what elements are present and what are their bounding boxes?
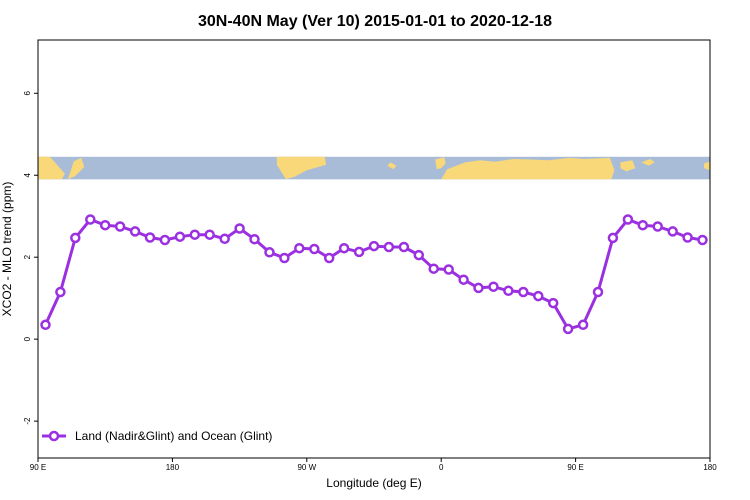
map-landmass-2 bbox=[276, 156, 327, 180]
plot-area-frame bbox=[37, 39, 711, 459]
data-point-13 bbox=[234, 223, 245, 234]
data-point-11 bbox=[204, 229, 215, 240]
data-point-39 bbox=[622, 214, 634, 225]
x-tick-label-4: 90 E bbox=[567, 463, 583, 472]
y-axis-label: XCO2 - MLO trend (ppm) bbox=[0, 182, 14, 317]
x-tick-label-2: 90 W bbox=[297, 463, 316, 472]
data-point-24 bbox=[398, 241, 410, 253]
data-point-5 bbox=[114, 221, 126, 232]
legend-label: Land (Nadir&Glint) and Ocean (Glint) bbox=[75, 429, 272, 443]
data-point-37 bbox=[592, 286, 604, 298]
data-point-40 bbox=[637, 219, 649, 231]
data-point-29 bbox=[473, 282, 484, 294]
x-tick-label-3: 0 bbox=[439, 463, 444, 472]
x-tick-label-5: 180 bbox=[703, 463, 717, 472]
data-point-22 bbox=[368, 240, 380, 252]
data-point-9 bbox=[174, 231, 186, 242]
x-tick-label-1: 180 bbox=[166, 463, 180, 472]
data-point-27 bbox=[443, 264, 454, 275]
map-landmass-1 bbox=[67, 157, 85, 180]
map-landmass-5 bbox=[441, 157, 615, 180]
y-tick-label-1: 0 bbox=[23, 336, 32, 341]
x-tick-label-0: 90 E bbox=[30, 463, 46, 472]
data-point-35 bbox=[562, 323, 574, 335]
data-point-1 bbox=[55, 286, 66, 298]
series-layer bbox=[40, 214, 708, 335]
data-point-20 bbox=[338, 242, 350, 254]
map-landmass-8 bbox=[704, 161, 710, 171]
data-point-12 bbox=[219, 233, 230, 245]
data-point-17 bbox=[294, 242, 305, 254]
y-tick-label-4: 6 bbox=[23, 91, 32, 96]
x-axis-label: Longitude (deg E) bbox=[326, 476, 421, 490]
legend-point-marker bbox=[48, 430, 60, 442]
data-point-0 bbox=[40, 319, 51, 331]
data-point-16 bbox=[279, 252, 290, 264]
y-axis: -2 0 2 4 6 bbox=[23, 91, 38, 425]
data-point-7 bbox=[144, 232, 156, 243]
data-point-33 bbox=[533, 290, 544, 302]
data-point-36 bbox=[577, 319, 589, 331]
legend: Land (Nadir&Glint) and Ocean (Glint) bbox=[42, 429, 272, 443]
data-point-30 bbox=[488, 281, 499, 292]
data-point-15 bbox=[264, 247, 275, 258]
x-axis: 90 E 180 90 W 0 90 E 180 bbox=[30, 458, 717, 472]
data-point-4 bbox=[99, 219, 111, 231]
map-landmass-4 bbox=[435, 157, 446, 170]
map-landmass-7 bbox=[641, 159, 655, 166]
y-tick-label-2: 2 bbox=[23, 254, 32, 259]
data-point-42 bbox=[667, 226, 678, 237]
map-landmass-3 bbox=[387, 162, 397, 170]
data-point-25 bbox=[413, 249, 425, 261]
data-point-43 bbox=[682, 232, 693, 243]
data-point-6 bbox=[129, 226, 141, 237]
map-landmass-0 bbox=[38, 156, 65, 180]
y-tick-label-0: -2 bbox=[23, 417, 32, 425]
data-point-21 bbox=[353, 246, 365, 258]
data-point-3 bbox=[85, 214, 96, 225]
data-point-18 bbox=[309, 243, 320, 255]
data-point-28 bbox=[458, 274, 469, 285]
data-point-38 bbox=[607, 232, 619, 244]
data-point-41 bbox=[652, 221, 663, 232]
data-point-8 bbox=[159, 234, 171, 246]
data-point-10 bbox=[189, 229, 201, 240]
y-tick-label-3: 4 bbox=[23, 172, 32, 177]
data-point-34 bbox=[547, 297, 559, 309]
data-point-44 bbox=[697, 234, 708, 246]
world-map-band bbox=[38, 156, 710, 180]
data-point-19 bbox=[323, 252, 335, 264]
map-landmass-6 bbox=[620, 160, 636, 172]
data-point-32 bbox=[518, 286, 529, 298]
data-point-31 bbox=[503, 285, 514, 297]
data-point-26 bbox=[428, 263, 439, 274]
chart-title: 30N-40N May (Ver 10) 2015-01-01 to 2020-… bbox=[198, 13, 552, 30]
data-point-23 bbox=[383, 241, 395, 253]
series-line-0 bbox=[44, 218, 703, 331]
data-point-2 bbox=[70, 232, 81, 244]
data-point-14 bbox=[249, 233, 260, 245]
